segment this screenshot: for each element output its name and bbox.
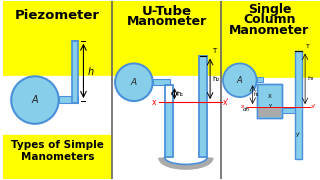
Bar — [295, 51, 302, 159]
Bar — [3, 1, 112, 76]
Text: A: A — [131, 78, 137, 87]
Bar — [153, 79, 170, 85]
Text: Y: Y — [268, 103, 271, 109]
Text: Piezometer: Piezometer — [15, 10, 100, 22]
Text: x: x — [241, 105, 245, 109]
Bar — [112, 1, 221, 76]
Bar — [221, 78, 320, 179]
Text: X: X — [268, 94, 271, 99]
Text: A: A — [237, 76, 243, 85]
Text: T: T — [212, 48, 216, 54]
Text: h₁: h₁ — [254, 92, 259, 97]
Bar — [199, 56, 207, 158]
Text: x': x' — [223, 98, 229, 107]
Bar — [295, 51, 302, 159]
Bar — [164, 85, 172, 158]
Text: Manometer: Manometer — [229, 24, 310, 37]
Bar — [257, 77, 262, 82]
Bar — [257, 84, 282, 118]
Bar — [199, 56, 207, 158]
Text: Column: Column — [243, 14, 296, 26]
Circle shape — [223, 64, 257, 97]
Bar — [3, 76, 112, 135]
Text: y': y' — [296, 132, 300, 137]
Bar — [3, 135, 112, 179]
Text: Manometer: Manometer — [126, 15, 207, 28]
Bar — [221, 1, 320, 78]
Circle shape — [115, 64, 153, 101]
Text: dh: dh — [243, 107, 250, 112]
Text: U-Tube: U-Tube — [141, 4, 192, 17]
Text: Types of Simple: Types of Simple — [11, 140, 104, 150]
Text: h₁: h₁ — [176, 91, 184, 97]
Text: x: x — [152, 98, 157, 107]
Text: x': x' — [311, 105, 317, 109]
Bar — [112, 76, 221, 179]
Bar — [258, 107, 281, 117]
Text: h₂: h₂ — [212, 76, 220, 82]
Bar — [72, 41, 78, 103]
Bar — [72, 41, 78, 103]
Circle shape — [11, 76, 59, 124]
Text: A: A — [32, 95, 38, 105]
Text: h: h — [87, 67, 93, 77]
Text: h₂: h₂ — [307, 76, 314, 81]
Bar — [164, 102, 172, 158]
Bar — [257, 84, 282, 118]
Text: Manometers: Manometers — [21, 152, 94, 163]
Bar — [282, 108, 295, 113]
Bar — [59, 96, 78, 103]
Text: Single: Single — [248, 3, 291, 15]
Text: T: T — [306, 44, 310, 49]
